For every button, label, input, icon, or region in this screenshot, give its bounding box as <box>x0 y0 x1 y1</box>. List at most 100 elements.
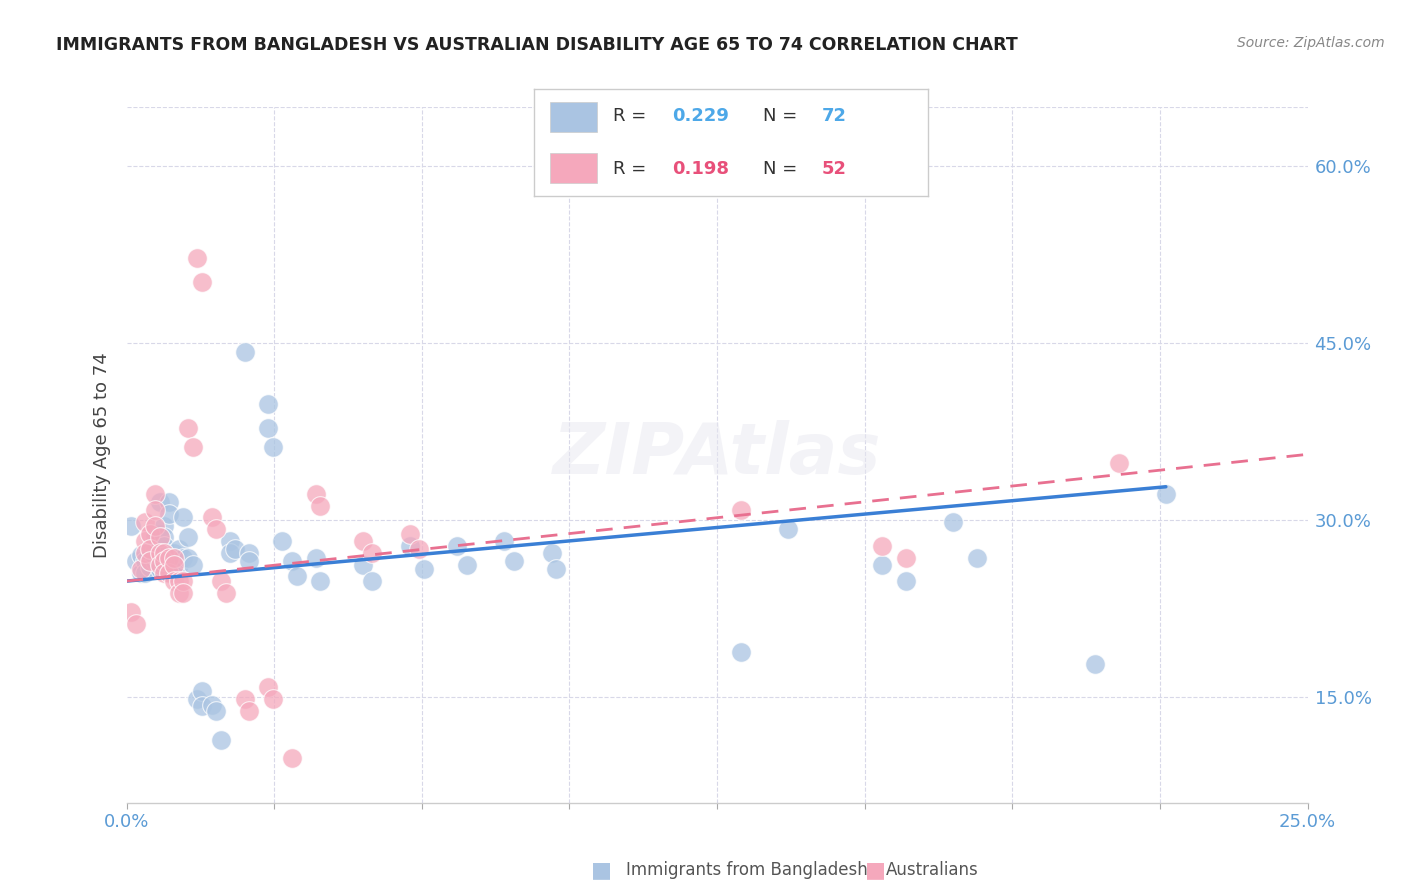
Point <box>143 542 166 557</box>
Point <box>215 586 238 600</box>
Point <box>872 539 894 553</box>
Point <box>361 546 384 560</box>
Point <box>894 550 917 565</box>
Point <box>163 550 186 565</box>
Point <box>139 527 162 541</box>
Point <box>143 503 166 517</box>
Text: Australians: Australians <box>886 861 979 879</box>
Point <box>546 562 568 576</box>
Point <box>172 550 194 565</box>
Text: IMMIGRANTS FROM BANGLADESH VS AUSTRALIAN DISABILITY AGE 65 TO 74 CORRELATION CHA: IMMIGRANTS FROM BANGLADESH VS AUSTRALIAN… <box>56 36 1018 54</box>
Point <box>281 751 304 765</box>
Point <box>1154 487 1177 501</box>
Point <box>540 546 562 560</box>
Point <box>181 440 204 454</box>
Point <box>139 560 162 574</box>
Text: R =: R = <box>613 160 652 178</box>
Text: 72: 72 <box>821 108 846 126</box>
Point <box>143 531 166 545</box>
Point <box>149 554 172 568</box>
Point <box>134 546 156 560</box>
Point <box>304 550 326 565</box>
Point <box>191 275 214 289</box>
Text: Immigrants from Bangladesh: Immigrants from Bangladesh <box>626 861 868 879</box>
Point <box>157 566 180 580</box>
Point <box>149 527 172 541</box>
Text: N =: N = <box>762 108 803 126</box>
Point <box>966 550 988 565</box>
Point <box>153 539 176 553</box>
Point <box>153 531 176 545</box>
Point <box>776 522 799 536</box>
Point <box>149 562 172 576</box>
Point <box>120 518 142 533</box>
Point <box>352 534 374 549</box>
Point <box>167 542 190 557</box>
Point <box>262 692 284 706</box>
Point <box>149 558 172 572</box>
Point <box>134 554 156 568</box>
Point <box>167 586 190 600</box>
Point <box>219 534 242 549</box>
Point <box>139 542 162 557</box>
Point <box>281 554 304 568</box>
Point <box>309 499 332 513</box>
Text: R =: R = <box>613 108 652 126</box>
Text: ■: ■ <box>591 860 612 880</box>
Point <box>153 554 176 568</box>
Point <box>271 534 294 549</box>
Point <box>157 495 180 509</box>
Point <box>186 251 208 265</box>
Point <box>399 527 422 541</box>
Text: 0.198: 0.198 <box>672 160 730 178</box>
Point <box>153 518 176 533</box>
Point <box>285 569 308 583</box>
Point <box>224 542 246 557</box>
Point <box>172 574 194 588</box>
Point <box>157 550 180 565</box>
Bar <box>550 153 598 184</box>
Point <box>257 397 280 411</box>
Point <box>153 566 176 580</box>
Point <box>167 558 190 572</box>
Point <box>503 554 526 568</box>
Point <box>129 566 152 580</box>
Point <box>177 531 200 545</box>
Point <box>177 550 200 565</box>
Point <box>157 507 180 521</box>
Point <box>262 440 284 454</box>
Point <box>446 539 468 553</box>
Point <box>139 554 162 568</box>
Point <box>361 574 384 588</box>
Text: N =: N = <box>762 160 803 178</box>
Point <box>942 515 965 529</box>
Point <box>894 574 917 588</box>
Point <box>209 574 232 588</box>
Point <box>186 692 208 706</box>
Point <box>233 692 256 706</box>
Point <box>399 539 422 553</box>
Point <box>730 645 752 659</box>
Point <box>172 510 194 524</box>
Point <box>872 558 894 572</box>
Point <box>167 574 190 588</box>
Point <box>200 698 222 712</box>
Point <box>408 542 430 557</box>
Point <box>129 548 152 562</box>
Y-axis label: Disability Age 65 to 74: Disability Age 65 to 74 <box>93 352 111 558</box>
Point <box>157 566 180 580</box>
Point <box>413 562 436 576</box>
Point <box>134 515 156 529</box>
Point <box>200 510 222 524</box>
Point <box>730 503 752 517</box>
Point <box>163 574 186 588</box>
Point <box>139 542 162 557</box>
Point <box>191 683 214 698</box>
Point <box>257 421 280 435</box>
Point <box>456 558 478 572</box>
Point <box>1084 657 1107 671</box>
Point <box>129 562 152 576</box>
Point <box>309 574 332 588</box>
Point <box>494 534 516 549</box>
Point <box>134 566 156 580</box>
